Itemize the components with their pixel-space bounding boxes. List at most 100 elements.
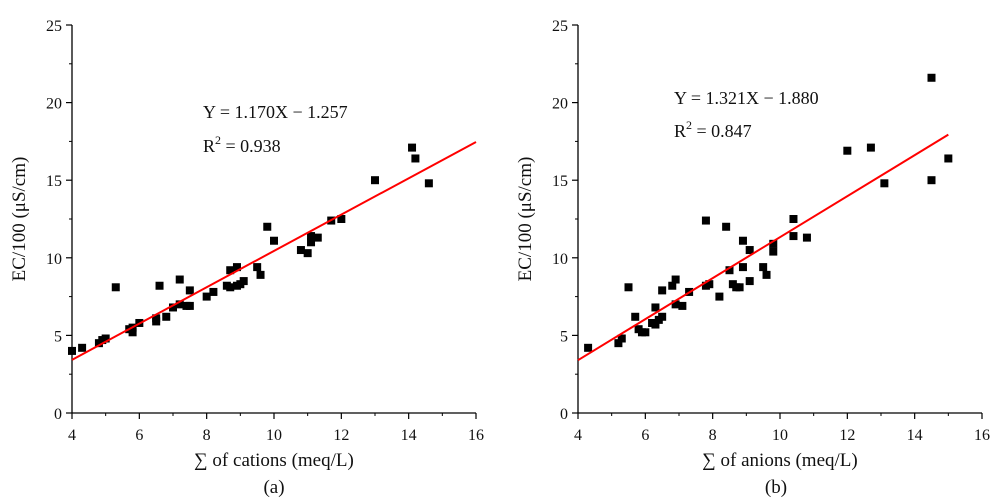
y-tick-label: 25 [46, 18, 62, 35]
panel-label: (b) [765, 477, 787, 498]
data-point [175, 275, 184, 284]
data-point [762, 270, 771, 279]
data-point [722, 222, 731, 231]
data-point [671, 275, 680, 284]
data-point [738, 236, 747, 245]
x-tick-label: 12 [839, 427, 855, 444]
data-point [424, 179, 433, 188]
data-point [944, 154, 953, 163]
data-point [880, 179, 889, 188]
y-tick-label: 25 [552, 18, 568, 35]
data-point [614, 339, 623, 348]
x-tick-label: 10 [772, 427, 788, 444]
data-point [239, 277, 248, 286]
y-tick-label: 10 [552, 251, 568, 268]
data-point [152, 317, 161, 326]
data-point [303, 249, 312, 258]
data-point [68, 346, 76, 355]
data-point [927, 176, 936, 185]
data-point [253, 263, 262, 272]
data-point [313, 233, 322, 242]
data-point [624, 283, 633, 292]
y-axis-label: EC/100 (μS/cm) [9, 157, 30, 282]
data-point [169, 303, 177, 312]
panel-label: (a) [263, 477, 284, 498]
y-tick-label: 0 [54, 406, 62, 423]
regression-line [577, 133, 949, 362]
data-point [128, 328, 137, 337]
data-point [725, 266, 734, 275]
r-squared-symbol: R [203, 136, 215, 156]
x-tick-label: 10 [266, 427, 282, 444]
x-tick-label: 12 [333, 427, 349, 444]
data-point [769, 247, 778, 256]
r-squared-value: = 0.847 [692, 121, 752, 141]
data-point [715, 292, 724, 301]
data-point [296, 246, 305, 255]
data-point [658, 286, 667, 295]
data-point [671, 300, 680, 309]
data-point [738, 263, 747, 272]
data-point [411, 154, 420, 163]
data-point [155, 281, 164, 290]
data-point [866, 143, 875, 152]
r-squared-label: R2 = 0.847 [674, 118, 752, 141]
data-point [843, 146, 852, 155]
x-tick-label: 14 [907, 427, 923, 444]
data-point [802, 233, 811, 242]
data-point [111, 283, 120, 292]
data-point [185, 286, 194, 295]
y-tick-label: 10 [46, 251, 62, 268]
panel-a-cations: 4 6 8 10 12 14 16 0 5 10 15 20 25 ∑ of cations (meq/L… [9, 18, 484, 498]
data-point [678, 301, 687, 310]
data-point [651, 320, 660, 329]
y-tick-label: 5 [560, 328, 568, 345]
data-point [745, 246, 754, 255]
y-axis-label: EC/100 (μS/cm) [515, 157, 536, 282]
y-tick-label: 20 [552, 96, 568, 113]
y-tick-label: 20 [46, 96, 62, 113]
data-point [651, 303, 660, 312]
x-tick-label: 6 [641, 427, 649, 444]
x-axis-label: ∑ of cations (meq/L) [194, 450, 354, 471]
r-squared-value: = 0.938 [221, 136, 281, 156]
data-point [185, 301, 194, 310]
r-squared-superscript: 2 [686, 118, 692, 132]
y-tick-label: 15 [552, 173, 568, 190]
data-point [256, 270, 265, 279]
x-tick-label: 16 [974, 427, 990, 444]
r-squared-superscript: 2 [215, 133, 221, 147]
data-point [789, 215, 798, 223]
data-point [927, 73, 936, 82]
data-point [668, 281, 677, 290]
data-point [641, 328, 650, 337]
regression-equation: Y = 1.321X − 1.880 [674, 88, 819, 108]
x-tick-label: 4 [68, 427, 76, 444]
data-point [226, 266, 235, 275]
x-tick-label: 8 [709, 427, 717, 444]
data-point [658, 312, 667, 321]
data-point [408, 143, 417, 152]
y-tick-label: 0 [560, 406, 568, 423]
regression-equation: Y = 1.170X − 1.257 [203, 102, 348, 122]
data-point [202, 292, 211, 301]
y-tick-label: 15 [46, 173, 62, 190]
x-tick-label: 14 [401, 427, 417, 444]
data-point [745, 277, 754, 286]
y-tick-label: 5 [54, 328, 62, 345]
data-point [175, 300, 184, 309]
data-point [337, 215, 346, 223]
data-point [270, 236, 278, 245]
x-tick-label: 6 [135, 427, 143, 444]
r-squared-label: R2 = 0.938 [203, 133, 281, 156]
data-point [226, 283, 235, 292]
data-point [769, 239, 778, 248]
data-point [162, 312, 171, 321]
data-point [371, 176, 379, 185]
x-tick-label: 16 [468, 427, 484, 444]
data-point [617, 334, 626, 343]
x-axis-label: ∑ of anions (meq/L) [702, 450, 857, 471]
r-squared-symbol: R [674, 121, 686, 141]
data-point [232, 263, 241, 272]
